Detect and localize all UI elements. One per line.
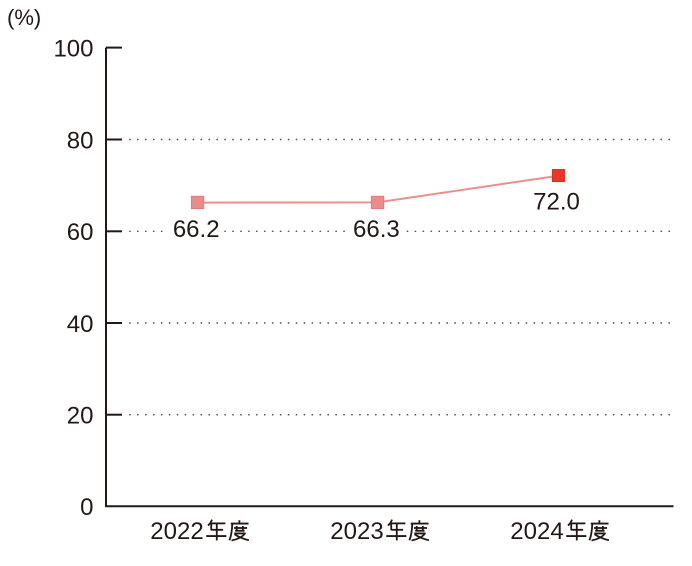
- svg-text:2023: 2023: [330, 518, 383, 545]
- svg-text:2022: 2022: [150, 518, 203, 545]
- svg-text:2024: 2024: [510, 518, 563, 545]
- svg-text:66.3: 66.3: [353, 216, 400, 243]
- svg-text:40: 40: [67, 311, 94, 338]
- svg-text:80: 80: [67, 127, 94, 154]
- svg-text:100: 100: [53, 35, 93, 62]
- svg-text:(%): (%): [7, 5, 41, 30]
- svg-text:0: 0: [80, 494, 93, 521]
- svg-text:20: 20: [67, 403, 94, 430]
- svg-text:60: 60: [67, 219, 94, 246]
- svg-text:72.0: 72.0: [533, 188, 580, 215]
- svg-text:66.2: 66.2: [173, 216, 220, 243]
